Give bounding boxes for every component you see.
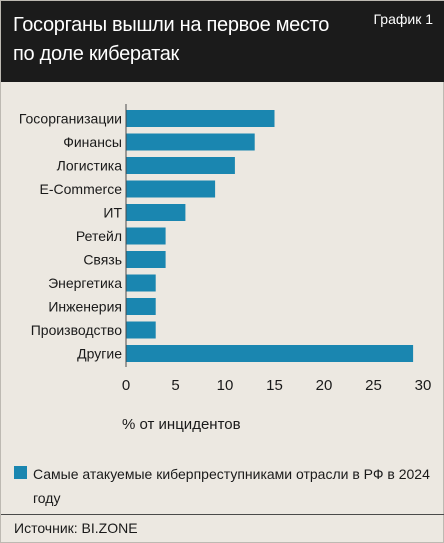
bar-логистика [126,157,235,174]
chart-number-tag: График 1 [373,11,433,27]
bar-финансы [126,133,255,151]
category-label-госорганизации: Госорганизации [19,111,122,127]
category-label-энергетика: Энергетика [48,275,122,291]
category-label-инженерия: Инженерия [48,299,122,315]
x-tick-label-15: 15 [266,377,283,394]
legend-label: Самые атакуемые киберпреступниками отрас… [33,466,430,506]
x-tick-label-25: 25 [365,377,382,394]
bar-ит [126,204,186,221]
bar-инженерия [126,298,156,315]
category-label-логистика: Логистика [57,158,123,174]
category-label-производство: Производство [31,322,122,338]
x-tick-label-0: 0 [122,377,130,394]
category-label-e-commerce: E-Commerce [40,181,123,197]
x-axis-title: % от инцидентов [122,416,241,433]
source-note: Источник: BI.ZONE [14,520,138,536]
chart-title: Госорганы вышли на первое место по доле … [13,14,330,65]
header-bar: Госорганы вышли на первое место по доле … [1,1,444,82]
x-tick-label-20: 20 [316,377,333,394]
category-label-другие: Другие [77,346,122,362]
x-tick-label-30: 30 [415,377,432,394]
bar-ретейл [126,227,166,245]
category-label-связь: Связь [83,252,122,268]
bar-e-commerce [126,180,216,198]
bar-производство [126,321,156,339]
bar-другие [126,345,414,362]
x-tick-label-5: 5 [171,377,179,394]
footer-divider [1,514,444,515]
category-label-финансы: Финансы [63,134,122,150]
bar-госорганизации [126,110,275,127]
bar-связь [126,251,166,268]
bar-chart: Госорганизации Финансы Логистика E-Commerce… [19,104,432,433]
x-tick-label-10: 10 [217,377,234,394]
bar-энергетика [126,274,156,292]
category-label-ретейл: Ретейл [76,228,122,244]
legend-swatch [14,466,27,479]
category-label-ит: ИТ [103,205,122,221]
